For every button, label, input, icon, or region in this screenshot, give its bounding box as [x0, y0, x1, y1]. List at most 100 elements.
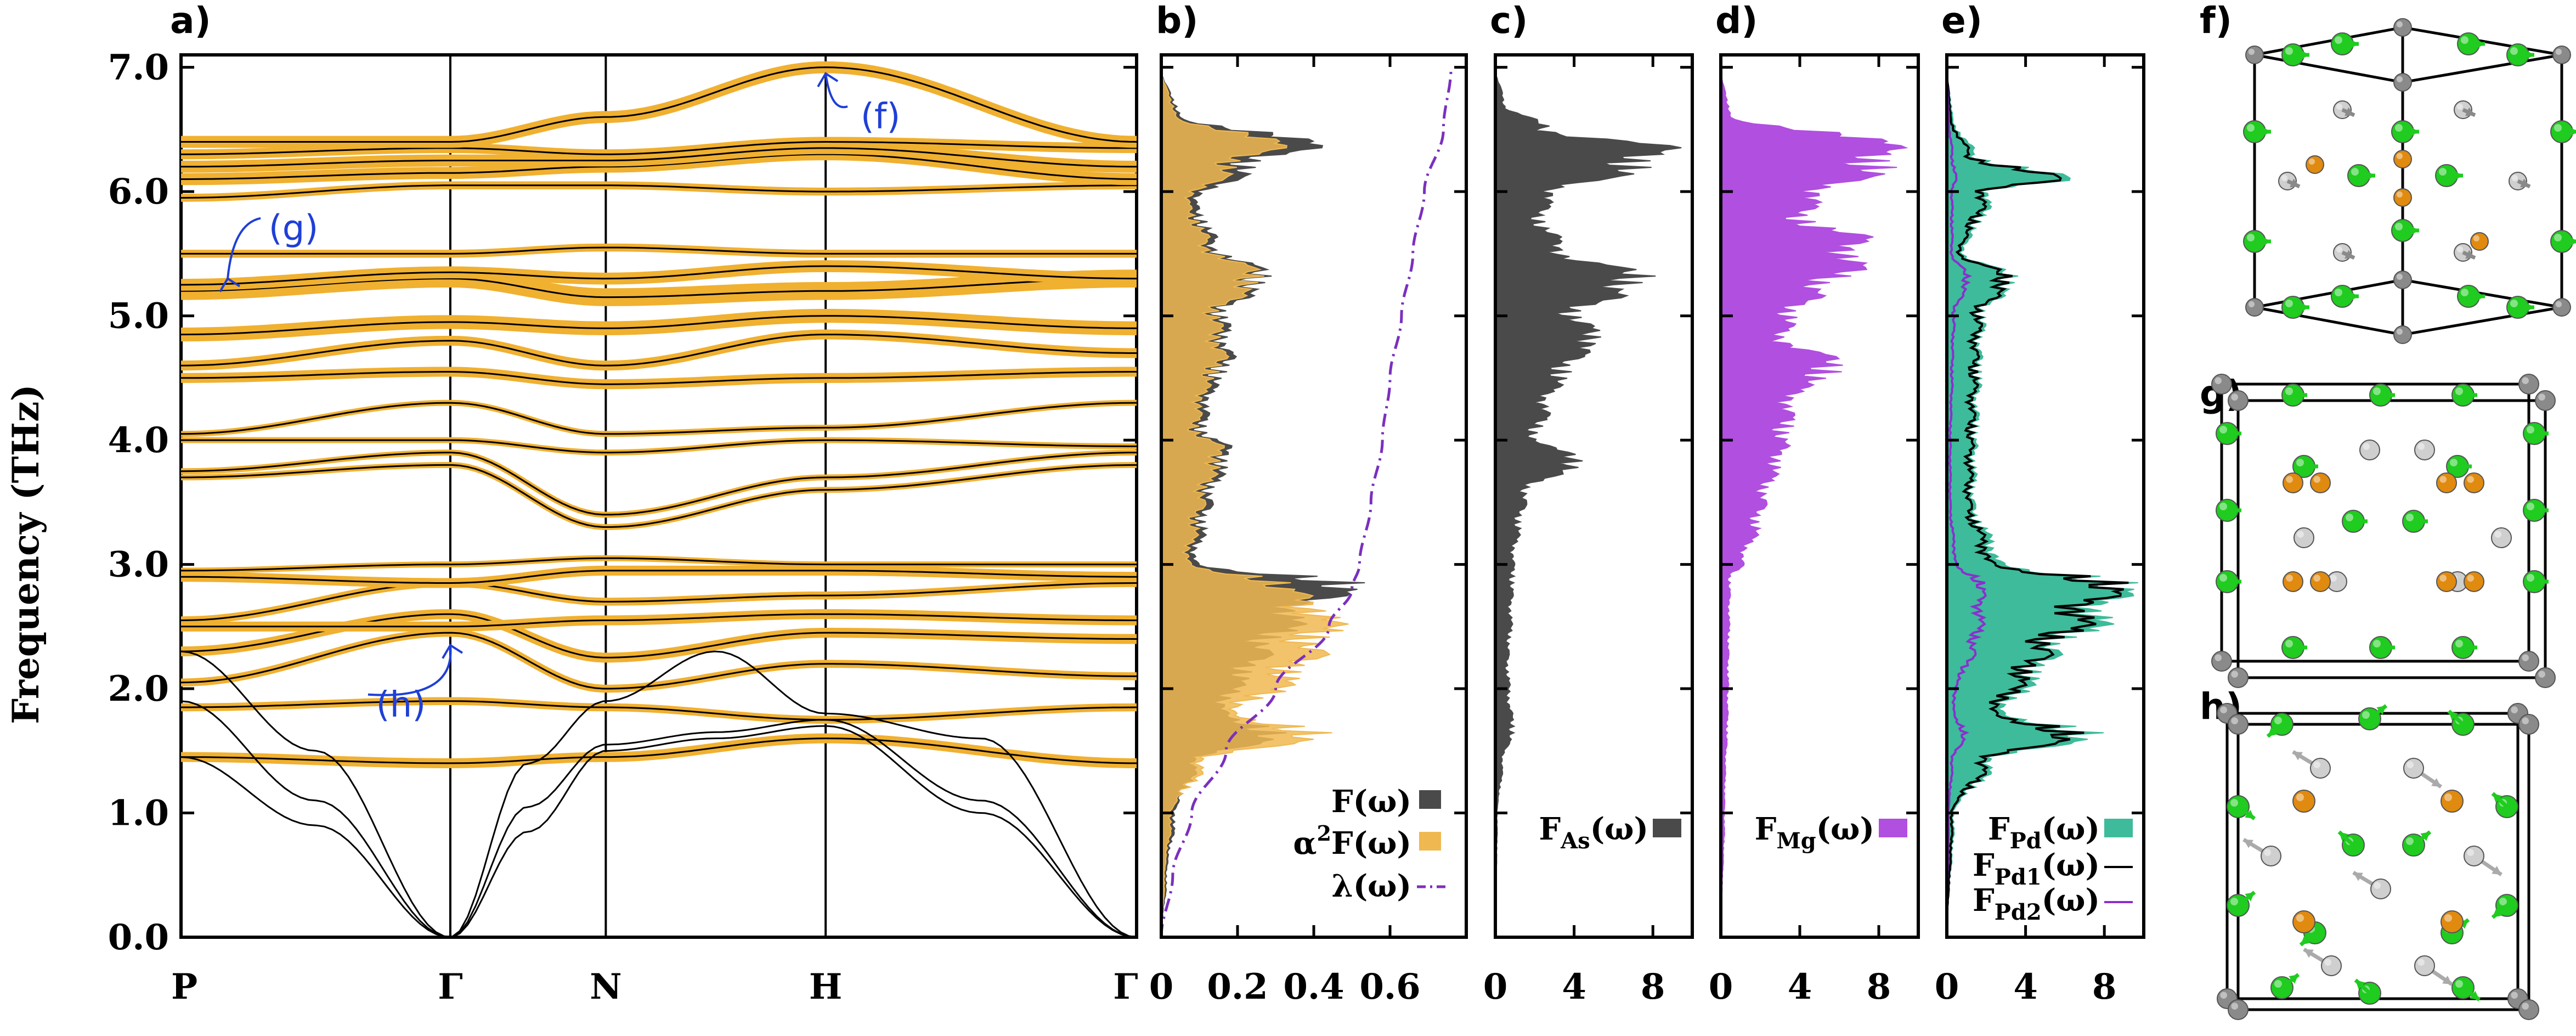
- kpoint-label: P: [171, 966, 197, 1007]
- displacement-arrow-head: [2350, 291, 2359, 301]
- mg-atom-highlight: [2395, 124, 2403, 132]
- annotation-label: (h): [376, 685, 426, 725]
- pd-atom: [2228, 999, 2249, 1020]
- optical-branch: [181, 700, 1137, 721]
- optical-branch: [180, 265, 1137, 286]
- as-atom: [2310, 472, 2331, 493]
- displacement-arrow-head: [2569, 237, 2576, 246]
- mg-atom-highlight: [2439, 168, 2447, 176]
- acoustic-branch: [180, 725, 1137, 938]
- pd-atom: [2393, 325, 2412, 344]
- mg-atom-highlight: [2219, 426, 2227, 433]
- plot-frame: [1719, 53, 1920, 939]
- as-atom-highlight: [2439, 575, 2447, 582]
- optical-branch: [181, 66, 1137, 143]
- plot-frame: [179, 53, 1138, 939]
- displacement-arrow-head: [2339, 832, 2349, 842]
- legend-swatch: [2104, 819, 2133, 837]
- legend-label-main: F: [1973, 882, 1995, 919]
- displacement-arrow-head: [2301, 936, 2311, 945]
- pd-atom-light-highlight: [2281, 174, 2287, 181]
- pd-atom-highlight: [2522, 377, 2529, 384]
- annotation-arrow: [227, 217, 261, 279]
- y-tick-label: 1.0: [108, 793, 169, 834]
- legend-label-rest: (ω): [1590, 811, 1648, 847]
- optical-branch: [181, 246, 1137, 255]
- acoustic-branch: [180, 650, 1137, 938]
- displacement-arrow-head: [2376, 706, 2386, 715]
- mg-atom-highlight: [2274, 717, 2282, 724]
- displacement-arrow-head: [2345, 107, 2354, 116]
- pd-atom-highlight: [2396, 273, 2403, 280]
- displacement-arrow-head: [2449, 711, 2459, 721]
- mg-atom-highlight: [2335, 36, 2342, 44]
- displacement-arrow-head: [2301, 302, 2309, 312]
- pd-atom-highlight: [2522, 654, 2529, 661]
- displacement-arrow-head: [2569, 127, 2576, 137]
- as-atom-highlight: [2444, 914, 2452, 922]
- optical-branch: [181, 464, 1137, 528]
- optical-branch: [180, 402, 1137, 435]
- pd-atom-light: [2464, 846, 2484, 866]
- plot-frame: [1945, 53, 2145, 939]
- mg-atom-highlight: [2527, 503, 2534, 510]
- pd-atom-light-highlight: [2406, 761, 2414, 768]
- pd-atom-light-highlight: [2494, 531, 2502, 538]
- panel-c-dos-as: c) 0 4 8 FAs(ω): [1483, 0, 1694, 1007]
- mg-atom-highlight: [2499, 898, 2507, 905]
- mg-atom-highlight: [2351, 168, 2359, 176]
- series-area: [1495, 67, 1682, 937]
- displacement-arrow-head: [2386, 390, 2395, 400]
- panel-label: d): [1715, 0, 1758, 42]
- pd-atom: [2535, 667, 2556, 688]
- panel-label: e): [1941, 0, 1982, 42]
- as-atom-highlight: [2473, 235, 2479, 241]
- pd-atom-highlight: [2231, 717, 2238, 724]
- pd-atom-light-highlight: [2363, 443, 2370, 450]
- optical-branch: [181, 278, 1137, 299]
- pd-atom-light: [2321, 955, 2342, 976]
- legend-swatch: [1419, 832, 1441, 851]
- displacement-arrow-head: [2289, 975, 2298, 984]
- legend-swatch: [1653, 819, 1681, 837]
- pd-atom-light-highlight: [2297, 531, 2304, 538]
- pd-atom-highlight: [2396, 328, 2403, 335]
- as-atom: [2292, 790, 2315, 813]
- pd-atom-light-highlight: [2456, 103, 2463, 110]
- mg-atom-highlight: [2554, 234, 2562, 241]
- pd-atom: [2518, 714, 2539, 735]
- as-atom-highlight: [2308, 158, 2315, 165]
- optical-branch: [180, 632, 1137, 690]
- acoustic-branch: [180, 700, 1137, 938]
- pd-atom-light: [2491, 527, 2512, 548]
- as-atom-highlight: [2296, 914, 2304, 922]
- pd-atom-highlight: [2538, 393, 2546, 401]
- legend-swatch: [1879, 819, 1907, 837]
- pd-atom-highlight: [2555, 301, 2562, 308]
- displacement-arrow-head: [2262, 127, 2271, 137]
- x-tick-label: 0.4: [1283, 966, 1344, 1007]
- legend-label-sub: Pd2: [1995, 899, 2042, 925]
- mg-atom-highlight: [2510, 47, 2518, 55]
- optical-branch: [180, 452, 1137, 516]
- pd-atom-light-highlight: [2336, 103, 2342, 110]
- pd-atom-light-highlight: [2324, 959, 2332, 966]
- as-atom: [2464, 472, 2484, 493]
- mg-atom-highlight: [2247, 124, 2255, 132]
- optical-branch: [180, 334, 1137, 367]
- displacement-arrow-head: [2454, 171, 2463, 181]
- optical-branch: [180, 582, 1137, 621]
- mg-atom-highlight: [2296, 459, 2304, 466]
- as-atom: [2470, 232, 2489, 251]
- pd-atom-light: [2310, 758, 2331, 779]
- as-atom: [2283, 571, 2303, 592]
- legend-label-sup: 2: [1317, 821, 1331, 846]
- displacement-arrow-head: [2465, 250, 2475, 259]
- optical-branch: [181, 557, 1137, 572]
- displacement-arrow-head: [2493, 793, 2502, 803]
- mg-atom-highlight: [2230, 799, 2238, 807]
- as-atom: [2441, 790, 2464, 813]
- legend-label-main: F: [1755, 811, 1777, 847]
- optical-branch: [181, 140, 1137, 155]
